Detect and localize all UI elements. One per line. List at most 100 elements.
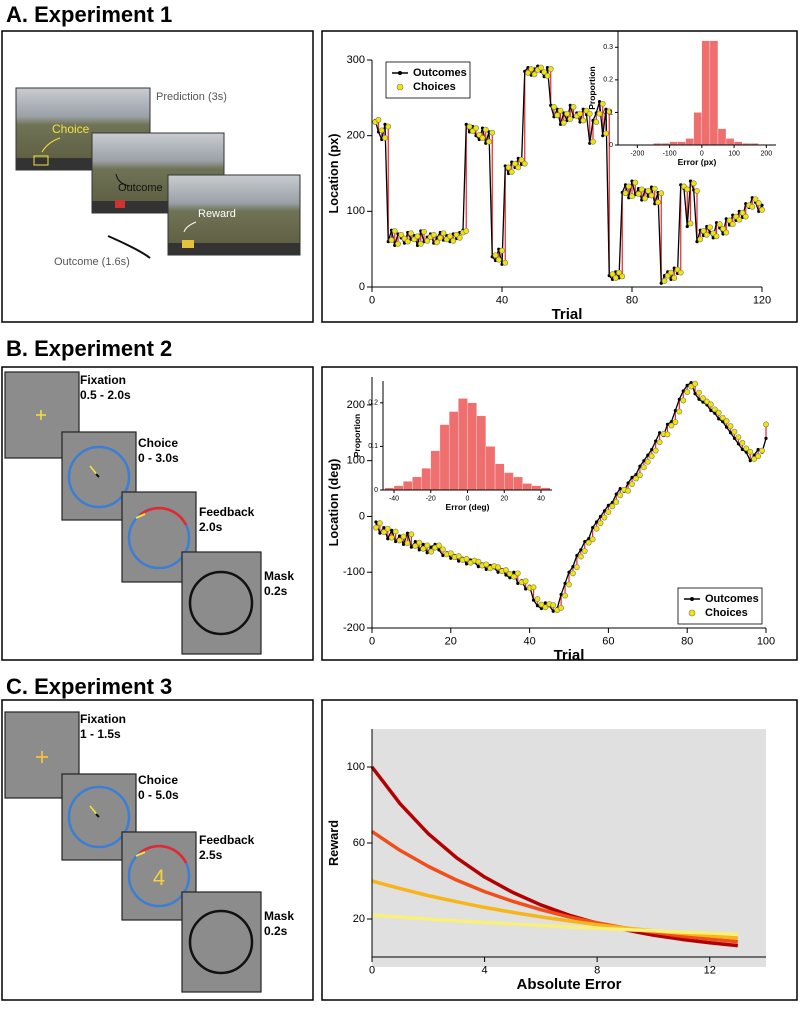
cursor bbox=[135, 851, 146, 857]
reward-number: 4 bbox=[153, 865, 165, 890]
choice-point bbox=[713, 233, 720, 240]
choice-point bbox=[466, 123, 473, 130]
y-tick-label: 0 bbox=[374, 487, 378, 494]
point bbox=[484, 567, 488, 572]
choice-point bbox=[440, 546, 446, 553]
choice-point bbox=[570, 104, 577, 110]
cursor bbox=[95, 813, 100, 818]
label: Choice bbox=[138, 436, 178, 450]
hist-bar bbox=[513, 476, 523, 491]
choice-point bbox=[743, 445, 750, 452]
choice-point bbox=[697, 236, 704, 243]
choice-point bbox=[388, 237, 395, 243]
x-tick-label: 8 bbox=[594, 965, 600, 977]
point bbox=[764, 436, 768, 440]
y-tick-label: 100 bbox=[347, 455, 365, 467]
point bbox=[673, 408, 677, 413]
y-tick-label: 0 bbox=[359, 510, 365, 522]
choice-point bbox=[404, 540, 411, 547]
point bbox=[413, 539, 417, 544]
choice-point bbox=[648, 192, 655, 199]
point bbox=[417, 548, 421, 552]
point bbox=[598, 514, 603, 519]
choice-point bbox=[586, 110, 593, 117]
point bbox=[579, 548, 583, 552]
y-axis-label: Proportion bbox=[352, 414, 362, 457]
point bbox=[717, 417, 721, 421]
x-tick-label: 0 bbox=[466, 495, 470, 502]
choice-point bbox=[554, 112, 561, 119]
y-tick-label: 60 bbox=[353, 837, 365, 849]
point bbox=[535, 604, 540, 608]
legend-box bbox=[677, 587, 763, 625]
choice-point bbox=[385, 123, 392, 130]
choice-point bbox=[512, 160, 518, 167]
choice-point bbox=[640, 464, 647, 471]
panel-title: B. Experiment 2 bbox=[6, 336, 172, 361]
choice-point bbox=[599, 100, 606, 107]
hist-bar bbox=[412, 476, 422, 491]
choice-point bbox=[593, 119, 600, 125]
choice-point bbox=[378, 127, 385, 134]
x-axis-label: Error (px) bbox=[678, 157, 717, 167]
bar bbox=[168, 243, 300, 255]
choice-point bbox=[547, 66, 554, 72]
legend-label: Choices bbox=[413, 81, 456, 93]
point bbox=[725, 425, 729, 429]
point bbox=[390, 528, 394, 532]
hist-bar bbox=[693, 112, 702, 146]
y-tick-label: 0.1 bbox=[603, 109, 613, 116]
hist-bar bbox=[725, 138, 735, 146]
choice-point bbox=[400, 533, 407, 540]
choice-point bbox=[637, 472, 643, 479]
choice-point bbox=[651, 185, 658, 192]
x-tick-label: 200 bbox=[760, 150, 772, 157]
error-arc bbox=[139, 506, 188, 526]
legend-marker bbox=[690, 597, 694, 601]
hist-bar bbox=[531, 485, 542, 491]
x-tick-label: 0 bbox=[369, 295, 375, 307]
choice-point bbox=[395, 240, 401, 247]
choice-point bbox=[763, 421, 769, 428]
point bbox=[405, 531, 410, 535]
hist-bar bbox=[494, 463, 505, 491]
choice-point bbox=[391, 228, 398, 234]
legend-marker bbox=[688, 609, 696, 617]
point bbox=[642, 459, 646, 463]
fixation-cross bbox=[36, 410, 46, 420]
choice-point bbox=[723, 418, 730, 424]
point bbox=[740, 447, 744, 452]
y-tick-label: -100 bbox=[343, 566, 365, 578]
legend-box bbox=[385, 61, 471, 99]
point bbox=[602, 509, 607, 513]
point bbox=[587, 537, 591, 541]
choice-point bbox=[751, 456, 758, 462]
choice-point bbox=[447, 233, 453, 240]
choice-point bbox=[550, 602, 557, 609]
choice-point bbox=[635, 191, 642, 197]
choice-point bbox=[581, 548, 588, 554]
label: Outcome (1.6s) bbox=[54, 256, 130, 268]
choice-point bbox=[696, 389, 702, 396]
choice-point bbox=[518, 156, 525, 163]
hist-bar bbox=[467, 402, 477, 491]
choice-point bbox=[421, 228, 427, 235]
point bbox=[736, 442, 741, 446]
choice-point bbox=[755, 453, 762, 460]
choice-point bbox=[495, 564, 501, 571]
point bbox=[701, 400, 705, 404]
choice-point bbox=[541, 69, 548, 76]
label: 2.5s bbox=[199, 848, 223, 862]
hist-bar bbox=[701, 40, 711, 146]
choice-point bbox=[704, 398, 710, 405]
label: 2.0s bbox=[199, 520, 223, 534]
choice-point bbox=[703, 231, 710, 238]
choice-point bbox=[597, 520, 604, 527]
choice-point bbox=[416, 539, 423, 546]
point bbox=[685, 224, 689, 229]
mask-ring bbox=[188, 570, 254, 636]
point bbox=[551, 609, 555, 613]
choice-point bbox=[684, 389, 691, 395]
hist-bar bbox=[430, 450, 441, 491]
